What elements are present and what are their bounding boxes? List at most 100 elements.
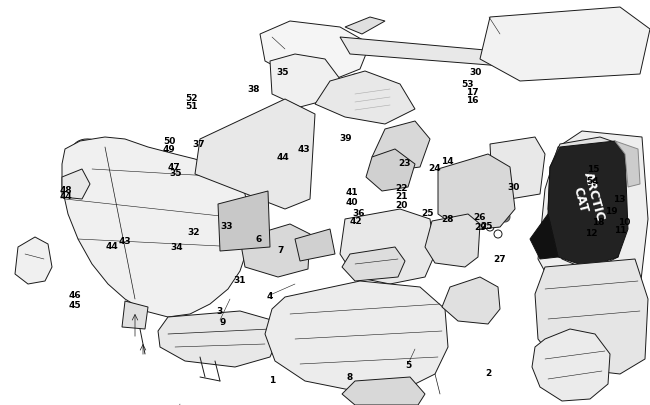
Text: 2: 2 <box>486 368 492 377</box>
Circle shape <box>357 359 373 375</box>
Circle shape <box>400 337 420 357</box>
Text: 4: 4 <box>266 291 273 300</box>
Text: 16: 16 <box>465 96 478 105</box>
Circle shape <box>560 344 570 354</box>
Text: 22: 22 <box>395 184 408 193</box>
Ellipse shape <box>74 164 102 185</box>
Text: 49: 49 <box>162 145 176 153</box>
Text: 45: 45 <box>68 300 81 309</box>
Text: 35: 35 <box>169 169 182 178</box>
Polygon shape <box>442 277 500 324</box>
Polygon shape <box>240 224 310 277</box>
Text: 43: 43 <box>298 145 311 153</box>
Text: 25: 25 <box>480 222 493 230</box>
Polygon shape <box>342 247 405 281</box>
Polygon shape <box>372 122 430 172</box>
Circle shape <box>553 274 563 284</box>
Circle shape <box>456 291 468 303</box>
Text: 7: 7 <box>278 246 284 255</box>
Text: 1: 1 <box>268 375 275 384</box>
Polygon shape <box>295 230 335 261</box>
Text: 48: 48 <box>60 185 73 194</box>
Text: 15: 15 <box>586 165 599 174</box>
Text: 39: 39 <box>339 134 352 143</box>
Text: 28: 28 <box>441 214 454 223</box>
Text: 34: 34 <box>170 243 183 252</box>
Circle shape <box>615 339 625 349</box>
Text: 6: 6 <box>255 234 262 243</box>
Circle shape <box>105 220 125 239</box>
Text: 5: 5 <box>405 360 411 369</box>
Text: 30: 30 <box>507 183 520 192</box>
Circle shape <box>495 222 501 228</box>
Text: ARCTIC
CAT: ARCTIC CAT <box>567 170 607 226</box>
Polygon shape <box>480 8 650 82</box>
Text: 21: 21 <box>395 192 408 201</box>
Text: 47: 47 <box>168 162 181 171</box>
Text: 44: 44 <box>276 153 289 162</box>
Circle shape <box>405 224 411 230</box>
Polygon shape <box>548 142 628 267</box>
Text: 8: 8 <box>346 372 353 381</box>
Text: 35: 35 <box>276 68 289 77</box>
Text: 9: 9 <box>219 318 226 326</box>
Text: 52: 52 <box>185 94 198 102</box>
Text: 51: 51 <box>185 102 198 111</box>
Polygon shape <box>345 18 385 35</box>
Text: 27: 27 <box>493 255 506 264</box>
Polygon shape <box>532 329 610 401</box>
Polygon shape <box>195 100 315 209</box>
Text: 32: 32 <box>187 227 200 236</box>
Text: 43: 43 <box>118 236 131 245</box>
Polygon shape <box>62 138 250 317</box>
Polygon shape <box>342 377 425 405</box>
Text: 14: 14 <box>441 157 454 166</box>
Polygon shape <box>270 55 340 108</box>
Polygon shape <box>535 259 648 374</box>
Text: 40: 40 <box>346 197 359 206</box>
Polygon shape <box>340 38 540 70</box>
Text: 24: 24 <box>428 164 441 173</box>
Polygon shape <box>538 132 648 307</box>
Polygon shape <box>548 138 625 271</box>
Polygon shape <box>260 22 370 82</box>
Text: 53: 53 <box>462 80 474 89</box>
Text: 54: 54 <box>586 177 599 186</box>
Ellipse shape <box>72 140 104 164</box>
Text: 46: 46 <box>68 290 81 299</box>
Text: 10: 10 <box>618 217 630 226</box>
Text: 3: 3 <box>216 307 223 315</box>
Text: 44: 44 <box>105 242 118 251</box>
Text: 25: 25 <box>421 208 434 217</box>
Text: 38: 38 <box>247 85 260 94</box>
Text: 13: 13 <box>612 195 625 204</box>
Text: 23: 23 <box>398 158 411 167</box>
Polygon shape <box>438 155 515 231</box>
Text: 36: 36 <box>352 208 365 217</box>
Circle shape <box>352 75 358 81</box>
Text: 29: 29 <box>474 222 488 231</box>
Polygon shape <box>530 215 558 259</box>
Text: 11: 11 <box>614 226 627 234</box>
Polygon shape <box>62 170 90 200</box>
Ellipse shape <box>96 215 134 244</box>
Text: 20: 20 <box>395 200 408 209</box>
Circle shape <box>387 291 393 297</box>
Text: 17: 17 <box>465 88 478 97</box>
Text: 31: 31 <box>233 275 246 284</box>
Text: 26: 26 <box>473 212 486 221</box>
Text: 19: 19 <box>604 206 617 215</box>
Polygon shape <box>265 281 448 391</box>
Text: 12: 12 <box>585 228 598 237</box>
Polygon shape <box>15 237 52 284</box>
Circle shape <box>605 269 615 279</box>
Polygon shape <box>218 192 270 252</box>
Polygon shape <box>366 149 415 192</box>
Text: 33: 33 <box>220 222 233 230</box>
Text: 42: 42 <box>350 216 363 225</box>
Text: 37: 37 <box>192 139 205 148</box>
Circle shape <box>27 266 33 272</box>
Polygon shape <box>425 215 480 267</box>
Polygon shape <box>340 209 435 284</box>
Polygon shape <box>315 72 415 125</box>
